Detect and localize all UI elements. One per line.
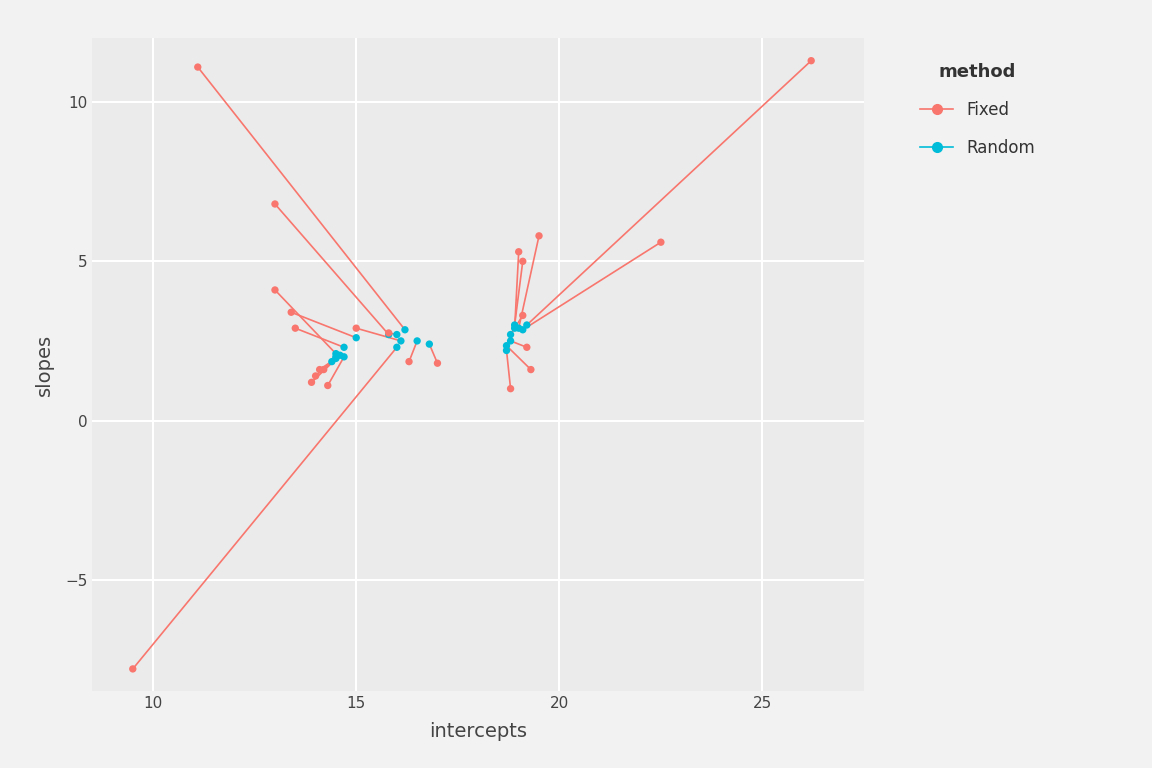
Point bbox=[286, 322, 304, 334]
Point bbox=[514, 323, 532, 336]
Point bbox=[189, 61, 207, 73]
Point bbox=[514, 310, 532, 322]
Point bbox=[379, 329, 397, 341]
Point bbox=[306, 370, 325, 382]
Point bbox=[266, 284, 285, 296]
Point bbox=[302, 376, 320, 389]
Point bbox=[501, 335, 520, 347]
Point bbox=[314, 363, 333, 376]
Point bbox=[327, 351, 346, 363]
Point bbox=[429, 357, 447, 369]
Point bbox=[282, 306, 301, 319]
Point bbox=[387, 341, 406, 353]
Point bbox=[400, 356, 418, 368]
Point bbox=[522, 363, 540, 376]
Point bbox=[319, 379, 338, 392]
Point bbox=[509, 322, 528, 334]
Point bbox=[652, 236, 670, 248]
Point bbox=[387, 329, 406, 341]
Point bbox=[266, 198, 285, 210]
Point bbox=[327, 347, 346, 359]
Point bbox=[514, 255, 532, 267]
Point bbox=[509, 246, 528, 258]
Point bbox=[396, 323, 415, 336]
Point bbox=[506, 319, 524, 331]
Point bbox=[506, 322, 524, 334]
Point bbox=[498, 339, 516, 352]
Point bbox=[517, 341, 536, 353]
Y-axis label: slopes: slopes bbox=[35, 334, 54, 396]
Point bbox=[323, 356, 341, 368]
Point bbox=[347, 332, 365, 344]
Point bbox=[347, 322, 365, 334]
Point bbox=[501, 329, 520, 341]
Point bbox=[123, 663, 142, 675]
Legend: Fixed, Random: Fixed, Random bbox=[903, 47, 1052, 174]
Point bbox=[530, 230, 548, 242]
Point bbox=[335, 341, 354, 353]
Point bbox=[498, 344, 516, 356]
Point bbox=[420, 338, 439, 350]
Point bbox=[327, 353, 346, 365]
X-axis label: intercepts: intercepts bbox=[429, 722, 528, 741]
Point bbox=[802, 55, 820, 67]
Point bbox=[408, 335, 426, 347]
Point bbox=[331, 349, 349, 362]
Point bbox=[517, 319, 536, 331]
Point bbox=[335, 351, 354, 363]
Point bbox=[501, 382, 520, 395]
Point bbox=[379, 327, 397, 339]
Point bbox=[310, 363, 328, 376]
Point bbox=[392, 335, 410, 347]
